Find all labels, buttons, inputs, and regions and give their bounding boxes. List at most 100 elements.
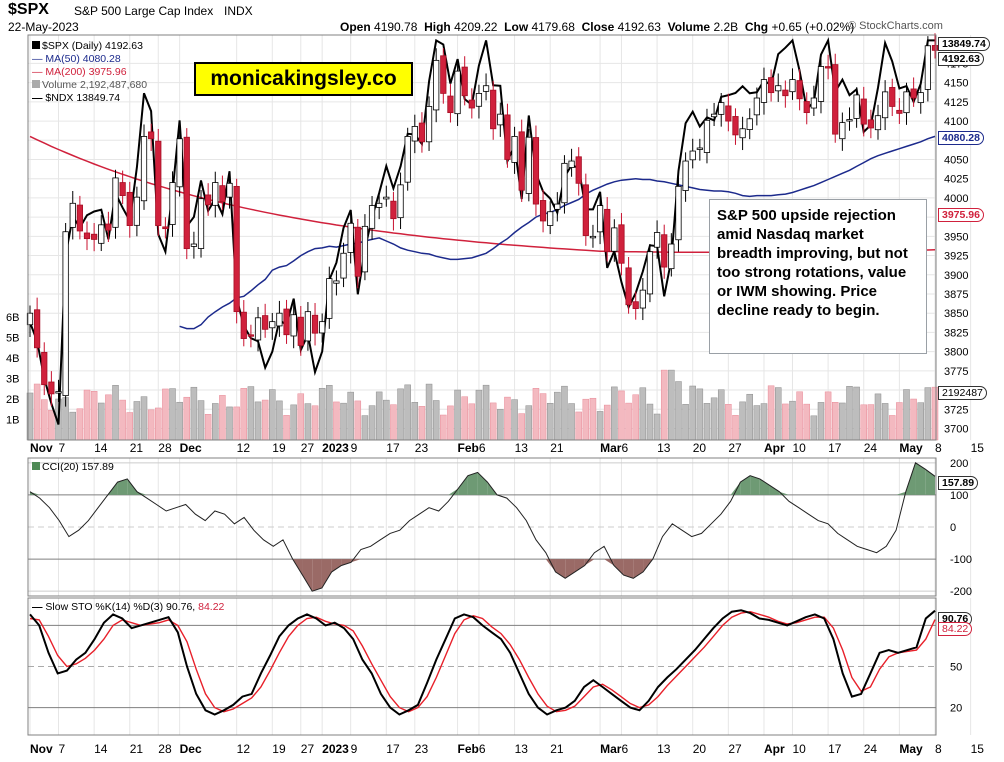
- candle-body: [133, 196, 140, 226]
- cci-oversold-fill: [545, 559, 556, 572]
- change-label: Chg: [744, 20, 769, 34]
- x-tick-label: Dec: [180, 441, 202, 455]
- volume-bar: [660, 369, 668, 441]
- volume-bar: [853, 386, 860, 441]
- volume-tick-label: 2B: [6, 394, 19, 406]
- sto-k-line: [29, 609, 936, 716]
- candle-body: [611, 227, 618, 252]
- volume-bar: [803, 403, 810, 441]
- candle-body: [48, 381, 55, 395]
- candle-body: [753, 97, 760, 116]
- candle-body: [468, 99, 475, 109]
- x-tick-label: 24: [864, 441, 878, 455]
- volume-tick-label: 3B: [6, 374, 19, 386]
- x-tick-label: 20: [693, 441, 707, 455]
- candle-body: [739, 128, 746, 139]
- candle-body: [475, 93, 483, 107]
- cci-overbought-fill: [467, 472, 478, 495]
- cci-line: [29, 462, 936, 592]
- volume-bar: [639, 387, 647, 441]
- volume-bar: [717, 389, 725, 441]
- price-tick-label: 3850: [944, 308, 968, 320]
- cci-overbought-fill: [769, 485, 780, 495]
- x-tick-label: 23: [415, 441, 429, 455]
- volume-bar: [874, 393, 882, 441]
- legend-volume: Volume 2,192,487,680: [32, 79, 147, 91]
- legend-ma50-label: MA(50) 4080.28: [45, 53, 121, 65]
- candle-body: [924, 45, 931, 90]
- x-tick-label: 28: [158, 441, 172, 455]
- volume-tick-label: 6B: [6, 312, 19, 324]
- candle-body: [582, 184, 589, 236]
- price-tick-label: 3800: [944, 347, 968, 359]
- volume-bar: [489, 402, 497, 441]
- volume-bar: [269, 389, 276, 441]
- volume-bar: [789, 400, 796, 441]
- x-tick-label: Nov: [30, 441, 53, 455]
- x-tick-label: 10: [792, 441, 806, 455]
- x-tick-label: 6: [621, 441, 628, 455]
- cci-overbought-fill: [458, 475, 468, 495]
- volume-bar: [703, 403, 711, 441]
- candle-body: [390, 200, 397, 220]
- brand-box: monicakingsley.co: [194, 62, 413, 96]
- x-tick-label: Dec: [180, 742, 202, 756]
- cci-oversold-fill: [584, 559, 595, 566]
- price-tick-label: 4125: [944, 97, 968, 109]
- volume-bar: [668, 369, 675, 441]
- cci-overbought-fill: [477, 472, 488, 495]
- volume-bar: [475, 389, 483, 441]
- cci-oversold-fill: [312, 559, 322, 592]
- x-tick-label: 27: [728, 742, 742, 756]
- candle-body: [653, 232, 661, 248]
- candle-body: [404, 136, 411, 183]
- volume-bar: [183, 396, 191, 441]
- sto-title-d: 84.22: [198, 601, 225, 613]
- volume-bar: [340, 402, 347, 441]
- candle-body: [34, 309, 41, 349]
- cci-oversold-fill: [321, 559, 332, 588]
- candle-body: [889, 87, 896, 107]
- volume-bar: [418, 406, 426, 441]
- x-tick-label: Apr: [764, 742, 785, 756]
- candle-body: [411, 126, 418, 142]
- candle-body: [867, 119, 874, 129]
- x-tick-label: 10: [792, 742, 806, 756]
- ndx-layer: [29, 37, 935, 425]
- candle-layer: [26, 33, 939, 407]
- candle-body: [283, 308, 290, 336]
- candle-body: [326, 278, 333, 319]
- candle-body: [689, 150, 696, 161]
- volume-bar: [554, 391, 561, 441]
- price-tick-label: 3825: [944, 327, 968, 339]
- volume-bar: [846, 386, 853, 441]
- candle-body: [554, 203, 561, 210]
- volume-bar: [375, 391, 383, 441]
- sto-tick-label: 20: [950, 703, 962, 715]
- volume-bar: [90, 391, 98, 441]
- volume-bar: [254, 401, 262, 441]
- x-tick-label: 8: [935, 441, 942, 455]
- candle-body: [98, 224, 105, 244]
- candle-body: [69, 202, 76, 228]
- x-tick-label: 21: [550, 441, 564, 455]
- price-tick-label: 3900: [944, 270, 968, 282]
- candle-body: [782, 89, 789, 97]
- volume-bar: [133, 401, 141, 441]
- candle-body: [290, 314, 297, 337]
- candle-body: [625, 267, 632, 306]
- volume-bar: [233, 406, 240, 441]
- volume-bar: [425, 383, 433, 441]
- candle-body: [803, 101, 810, 114]
- price-tick-label: 3775: [944, 366, 968, 378]
- candle-body: [340, 252, 347, 279]
- candle-body: [383, 196, 390, 200]
- volume-bar: [511, 399, 518, 441]
- candle-body: [646, 251, 654, 295]
- cci-panel-frame: [27, 457, 937, 597]
- volume-bar: [140, 396, 148, 441]
- candle-body: [789, 79, 796, 93]
- candle-body: [917, 92, 924, 104]
- candle-body: [205, 194, 212, 206]
- volume-bar: [176, 401, 183, 441]
